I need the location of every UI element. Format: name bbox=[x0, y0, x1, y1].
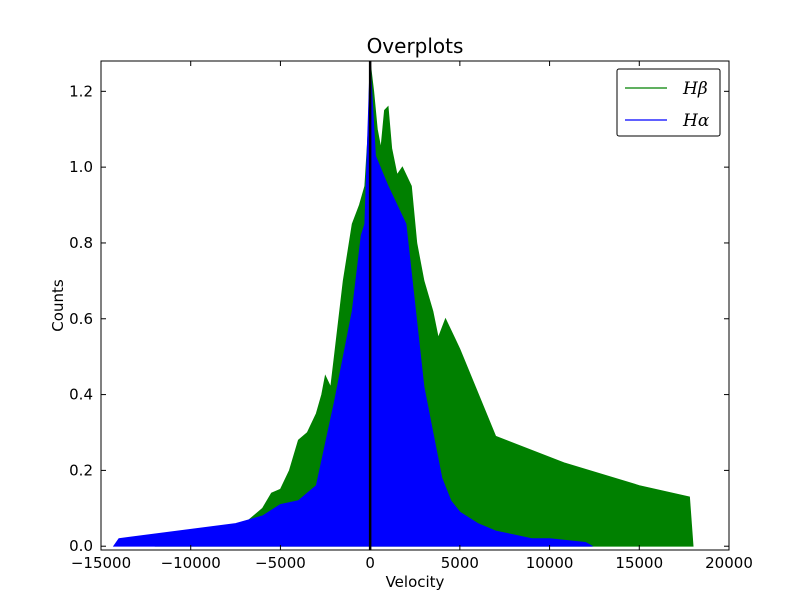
y-axis-label: Counts bbox=[49, 279, 67, 332]
area-halpha bbox=[112, 60, 593, 547]
y-tick-label: 1.0 bbox=[69, 158, 93, 176]
x-tick-label: 15000 bbox=[615, 554, 663, 572]
y-tick-label: 0.0 bbox=[69, 537, 93, 555]
x-tick-label: 10000 bbox=[526, 554, 574, 572]
plot-frame bbox=[100, 60, 730, 551]
x-tick-label: −5000 bbox=[255, 554, 306, 572]
legend: Hβ Hα bbox=[616, 68, 721, 137]
y-tick-label: 0.8 bbox=[69, 234, 93, 252]
chart-title: Overplots bbox=[367, 34, 464, 58]
y-tick-label: 0.6 bbox=[69, 310, 93, 328]
x-tick-label: 20000 bbox=[705, 554, 753, 572]
x-axis-ticks: −15000 −10000 −5000 0 5000 10000 15000 20000 bbox=[71, 61, 753, 572]
legend-label: Hα bbox=[682, 111, 710, 131]
x-tick-label: 5000 bbox=[441, 554, 479, 572]
x-axis-label: Velocity bbox=[386, 573, 445, 591]
legend-label: Hβ bbox=[682, 79, 708, 99]
y-tick-label: 1.2 bbox=[69, 82, 93, 100]
plot-areas bbox=[112, 60, 694, 547]
y-tick-label: 0.2 bbox=[69, 461, 93, 479]
y-tick-label: 0.4 bbox=[69, 386, 93, 404]
area-hbeta bbox=[154, 60, 694, 547]
x-tick-label: 0 bbox=[365, 554, 375, 572]
y-axis-ticks: 0.0 0.2 0.4 0.6 0.8 1.0 1.2 bbox=[69, 82, 729, 555]
x-tick-label: −10000 bbox=[161, 554, 221, 572]
legend-box bbox=[616, 68, 721, 137]
x-tick-label: −15000 bbox=[71, 554, 131, 572]
